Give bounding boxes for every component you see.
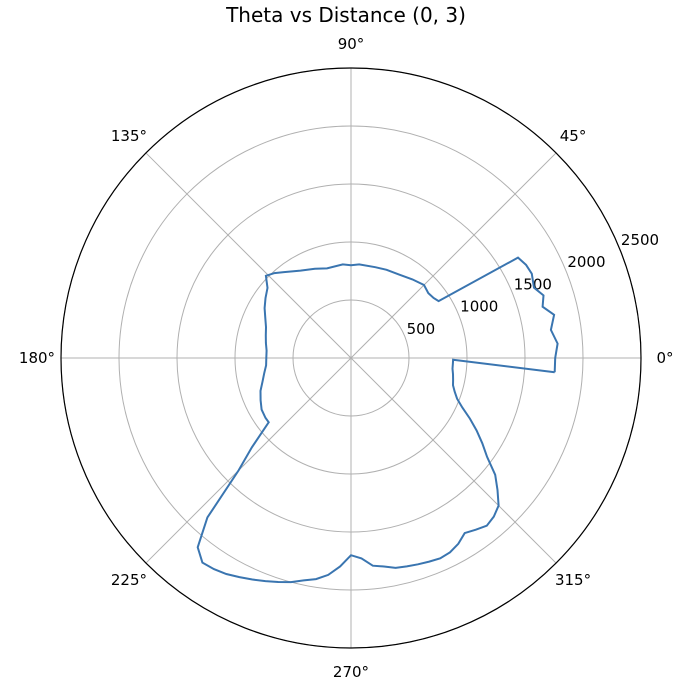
theta-tick-label: 90° [338, 35, 365, 53]
series-layer [196, 256, 559, 584]
grid-spoke [145, 152, 352, 359]
theta-tick-labels: 0° 45° 90° 135° 180° 225° 270° 315° [19, 35, 674, 681]
grid-spoke [350, 152, 557, 359]
grid [60, 67, 642, 649]
theta-tick-label: 135° [111, 127, 147, 145]
series-line [196, 256, 559, 584]
theta-tick-label: 0° [656, 349, 673, 367]
theta-tick-label: 45° [560, 127, 587, 145]
grid-spoke [145, 357, 352, 564]
theta-tick-label: 180° [19, 349, 55, 367]
radial-tick-label: 2000 [567, 253, 605, 271]
theta-tick-label: 315° [555, 571, 591, 589]
radial-tick-label: 1000 [460, 298, 498, 316]
radial-tick-label: 500 [407, 320, 436, 338]
radial-tick-label: 2500 [621, 231, 659, 249]
theta-tick-label: 270° [333, 663, 369, 681]
grid-spoke [350, 357, 557, 564]
theta-tick-label: 225° [111, 571, 147, 589]
chart-title: Theta vs Distance (0, 3) [225, 3, 466, 27]
polar-frame [60, 67, 642, 649]
